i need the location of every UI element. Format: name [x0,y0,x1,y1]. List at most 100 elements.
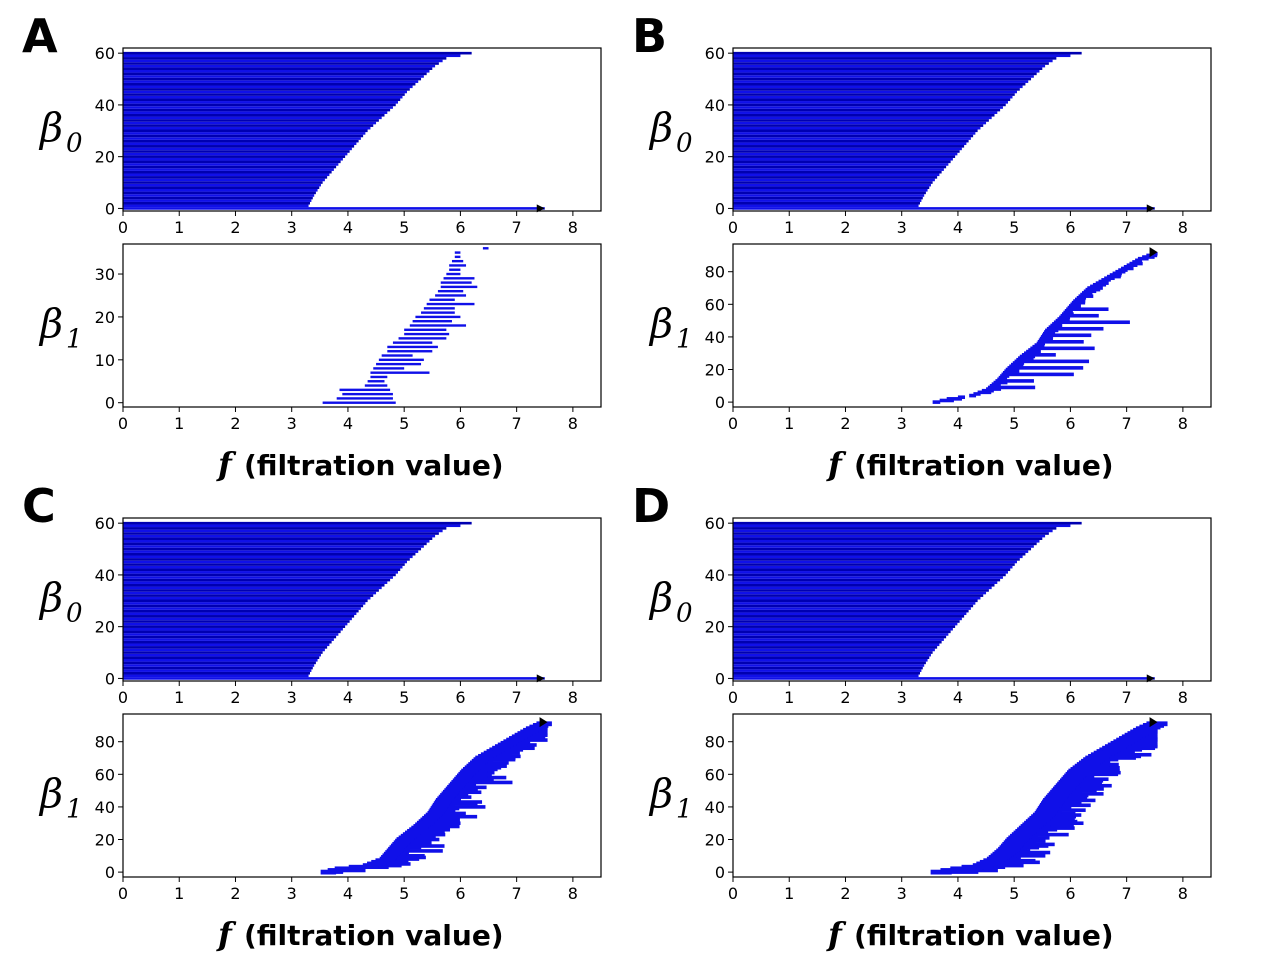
y-tick-label: 0 [105,863,115,882]
bar [123,659,318,662]
bar [733,630,951,634]
bar [733,596,981,600]
panel-letter: B [632,9,667,63]
bar [733,173,940,177]
y-tick-label: 20 [705,618,725,637]
bar [123,622,348,626]
bar [733,586,992,590]
x-axis-label-symbol: f [216,915,237,953]
bar [1037,340,1084,344]
x-axis-label: f (filtration value) [826,445,1114,483]
x-tick-label: 3 [287,688,297,707]
bar [733,532,1049,535]
x-tick-label: 4 [953,884,963,903]
bar [123,653,321,657]
bar [733,602,976,605]
y-axis-ticks: 0 20 40 60 80 [705,733,733,882]
y-axis-label: β [648,576,673,622]
x-tick-label: 7 [1122,218,1132,237]
bar [123,558,410,561]
bar [123,137,361,140]
bar [123,620,350,623]
bar [733,583,995,587]
bar [973,392,981,396]
x-tick-label: 2 [840,688,850,707]
y-axis-label: β [648,772,673,818]
y-axis-label: β [38,576,63,622]
barcode-bars [733,521,1155,683]
x-tick-label: 5 [399,884,409,903]
bar [370,375,388,379]
bar [733,635,947,639]
bar [123,571,398,574]
bar [733,589,989,592]
bar [733,625,956,628]
bar [733,145,965,148]
bar [733,129,978,133]
y-tick-label: 10 [95,351,115,370]
x-tick-label: 0 [118,218,128,237]
bar [733,666,923,670]
bar [453,780,513,785]
bar [123,189,318,192]
bar [733,142,967,146]
y-tick-label: 20 [705,148,725,167]
bar [123,633,339,636]
bar [1001,372,1074,377]
y-axis-ticks: 0 20 40 60 80 [705,263,733,412]
bar [733,80,1029,83]
x-tick-label: 8 [568,414,578,433]
bar [733,191,926,195]
infinite-bar [733,677,1155,680]
bar [123,157,343,161]
y-tick-label: 20 [95,831,115,850]
bar [733,82,1026,86]
x-tick-label: 6 [1065,414,1075,433]
x-axis-ticks: 0 1 2 3 4 5 6 7 8 [118,877,578,903]
bar [733,527,1057,530]
bar [733,126,981,130]
bar [123,170,332,174]
y-tick-label: 60 [705,44,725,63]
bar [123,666,313,670]
bar [123,72,427,76]
y-axis-label-subscript: 0 [676,129,693,159]
bar [733,643,940,647]
bar [969,393,977,398]
bar [123,643,330,647]
bar [123,111,388,114]
bar [123,669,312,672]
bar [1046,326,1104,331]
x-tick-label: 1 [784,218,794,237]
bar [123,591,377,595]
bar [123,178,325,182]
y-axis-ticks: 0 20 40 60 80 [95,733,123,882]
bar [733,170,942,174]
bar [733,72,1037,76]
bar [123,54,461,58]
bar [123,165,337,169]
x-tick-label: 6 [455,688,465,707]
bar [733,51,1082,55]
bar [733,101,1008,104]
x-tick-label: 6 [1065,688,1075,707]
x-axis-label-text: (filtration value) [854,449,1114,482]
bar [123,59,443,63]
y-tick-label: 0 [715,863,725,882]
bar [433,805,486,809]
bar [123,560,407,564]
bar [123,51,472,55]
plot-frame [122,243,602,408]
x-tick-label: 6 [1065,884,1075,903]
bar [123,194,315,197]
bar [1041,333,1092,338]
bar [123,201,310,205]
bar [381,354,413,357]
bar [932,400,941,404]
bar [123,550,419,553]
bar [733,565,1013,569]
bar [123,527,447,530]
y-axis-label-subscript: 1 [676,325,693,355]
